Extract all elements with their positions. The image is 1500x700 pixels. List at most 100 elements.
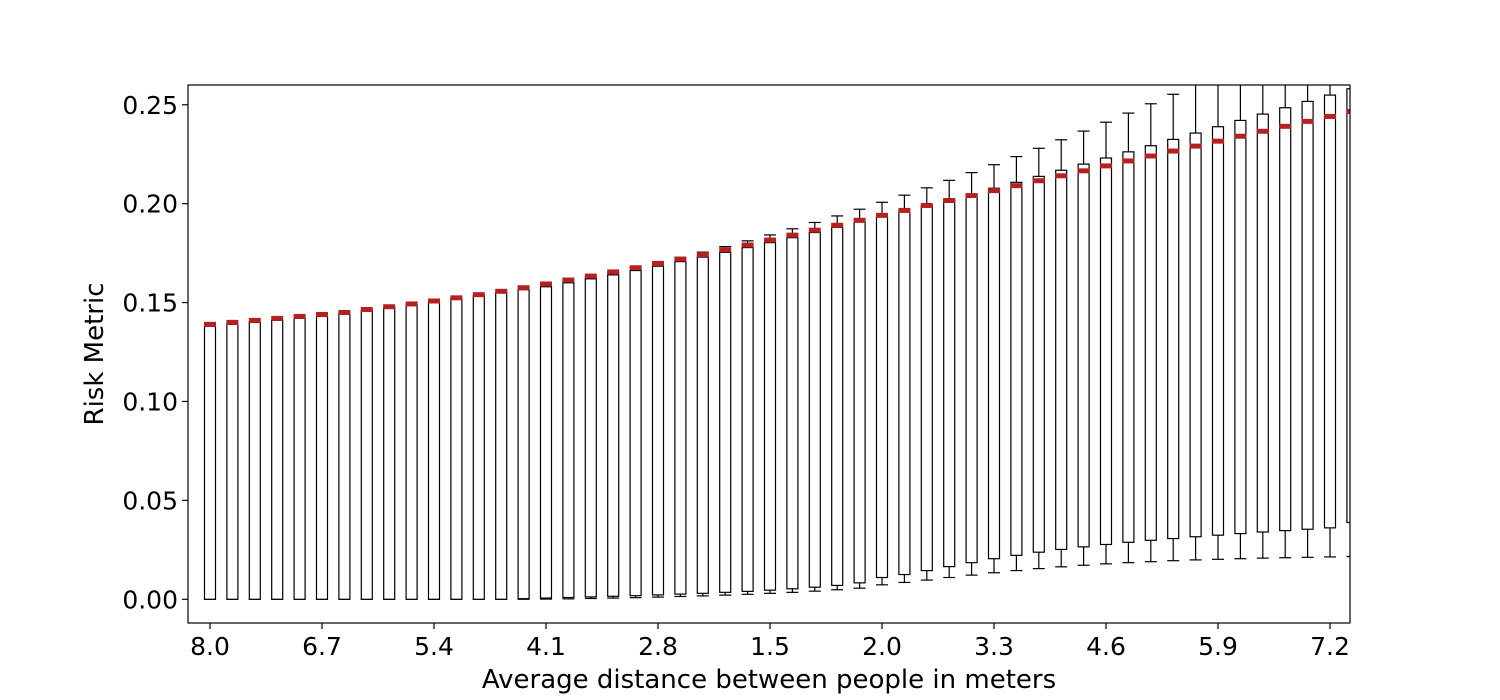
y-tick-label: 0.05 <box>122 486 178 515</box>
y-tick-label: 0.25 <box>122 91 178 120</box>
box-1 <box>203 321 217 600</box>
box-13 <box>472 292 485 600</box>
box-body <box>293 317 306 600</box>
box-26 <box>763 234 777 594</box>
box-42 <box>1122 112 1135 564</box>
box-body <box>226 323 239 600</box>
box-41 <box>1099 121 1113 565</box>
box-body <box>920 205 933 572</box>
x-tick-label: 4.6 <box>1086 632 1126 661</box>
box-body <box>898 210 911 576</box>
box-body <box>786 237 799 590</box>
box-9 <box>383 304 396 600</box>
box-33 <box>920 187 933 581</box>
box-20 <box>629 265 642 599</box>
box-11 <box>427 298 441 600</box>
box-44 <box>1167 93 1180 562</box>
box-7 <box>338 309 351 600</box>
box-body <box>539 286 553 599</box>
box-body <box>495 292 508 600</box>
y-tick-label: 0.10 <box>122 387 178 416</box>
box-46 <box>1211 85 1225 560</box>
box-body <box>450 298 463 600</box>
box-30 <box>853 208 866 589</box>
box-body <box>987 187 1001 560</box>
plot-frame <box>187 84 1351 624</box>
box-body <box>629 269 642 597</box>
box-25 <box>741 240 754 595</box>
box-body <box>562 282 575 599</box>
box-21 <box>651 260 665 598</box>
box-body <box>1167 138 1180 540</box>
box-28 <box>808 221 821 592</box>
box-body <box>1301 100 1314 530</box>
ticks-layer: 0.00 0.05 0.10 0.15 0.20 0.25 8.0 6.7 5.4 4.1 2.8 1… <box>122 91 1350 661</box>
box-48 <box>1256 85 1269 559</box>
x-tick-label: 6.7 <box>302 632 342 661</box>
box-45 <box>1189 85 1202 561</box>
box-body <box>338 312 351 600</box>
box-23 <box>696 251 709 597</box>
box-body <box>1323 94 1337 529</box>
box-body <box>1099 157 1113 546</box>
box-17 <box>562 277 575 600</box>
box-body <box>674 261 687 595</box>
y-axis-title: Risk Metric <box>80 283 110 426</box>
box-body <box>1279 107 1292 532</box>
x-tick-label: 3.3 <box>974 632 1014 661</box>
box-36 <box>987 164 1001 574</box>
box-29 <box>831 215 844 591</box>
box-body <box>943 199 956 568</box>
box-body <box>427 300 441 600</box>
box-39 <box>1055 139 1068 568</box>
y-tick-label: 0.00 <box>122 585 178 614</box>
box-body <box>1189 132 1202 538</box>
boxes-layer <box>203 85 1350 600</box>
x-tick-label: 1.5 <box>750 632 790 661</box>
box-34 <box>943 179 956 579</box>
box-body <box>1346 88 1350 524</box>
box-12 <box>450 295 463 600</box>
box-15 <box>517 285 530 600</box>
box-50 <box>1301 85 1314 558</box>
box-49 <box>1279 85 1292 559</box>
box-52 <box>1346 88 1350 558</box>
box-32 <box>898 194 911 584</box>
box-body <box>1144 145 1157 541</box>
box-body <box>808 231 821 588</box>
box-body <box>1077 163 1090 548</box>
box-body <box>1055 169 1068 551</box>
box-body <box>405 303 418 600</box>
box-body <box>271 319 284 600</box>
box-40 <box>1077 130 1090 566</box>
box-51 <box>1323 85 1337 558</box>
box-47 <box>1234 85 1247 560</box>
box-body <box>831 226 844 587</box>
box-43 <box>1144 103 1157 563</box>
box-14 <box>495 288 508 600</box>
box-27 <box>786 228 799 593</box>
x-axis-title: Average distance between people in meter… <box>482 665 1056 695</box>
box-body <box>853 221 866 584</box>
x-tick-label: 5.9 <box>1198 632 1238 661</box>
box-4 <box>271 315 284 600</box>
box-body <box>315 315 329 600</box>
box-6 <box>315 311 329 600</box>
y-tick-label: 0.20 <box>122 190 178 219</box>
box-body <box>607 274 620 597</box>
box-31 <box>875 201 889 586</box>
box-body <box>696 256 709 594</box>
box-body <box>1122 151 1135 543</box>
box-body <box>1234 119 1247 535</box>
x-tick-label: 7.2 <box>1310 632 1350 661</box>
box-18 <box>584 273 597 600</box>
y-tick-label: 0.15 <box>122 289 178 318</box>
box-body <box>517 289 530 600</box>
box-35 <box>965 172 978 576</box>
box-37 <box>1010 156 1023 572</box>
box-5 <box>293 313 306 600</box>
box-10 <box>405 301 418 600</box>
box-body <box>584 278 597 598</box>
box-body <box>651 265 665 596</box>
